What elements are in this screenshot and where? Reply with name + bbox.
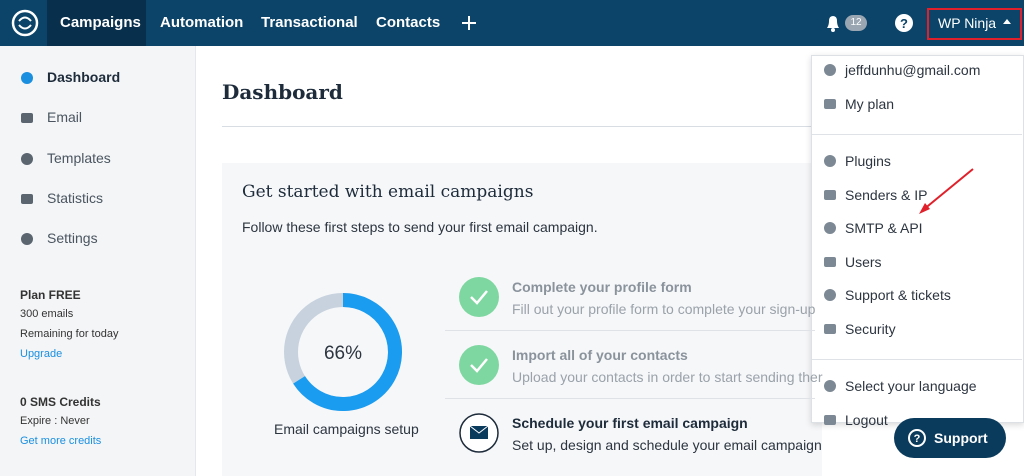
- sidebar-text: 300 emails: [20, 308, 74, 320]
- nav-tab[interactable]: Contacts: [376, 14, 441, 31]
- highlight-box: [927, 8, 1022, 40]
- check-icon: [459, 345, 499, 385]
- bell-icon[interactable]: [823, 13, 843, 33]
- progress-donut: 66%: [284, 293, 402, 411]
- step-divider: [445, 398, 815, 399]
- sidebar-border: [195, 46, 196, 476]
- red-arrow: [919, 168, 974, 214]
- sidebar-heading: 0 SMS Credits: [20, 395, 101, 409]
- top-nav: [0, 0, 1024, 46]
- dropdown-item[interactable]: Logout: [845, 411, 888, 428]
- sidebar-link[interactable]: Upgrade: [20, 348, 63, 360]
- icon: [21, 193, 33, 204]
- icon: [824, 64, 836, 76]
- dropdown-item[interactable]: Users: [845, 253, 882, 270]
- add-icon[interactable]: [460, 14, 478, 32]
- divider: [222, 126, 812, 127]
- icon: [824, 380, 836, 392]
- card-subtitle: Follow these first steps to send your fi…: [242, 219, 598, 235]
- icon: [824, 323, 836, 334]
- icon: [21, 113, 33, 124]
- sidebar-link[interactable]: Get more credits: [20, 435, 102, 447]
- dropdown-item[interactable]: Plugins: [845, 153, 891, 169]
- step-title: Import all of your contacts: [512, 347, 688, 363]
- progress-arc: [293, 293, 402, 411]
- icon: [824, 222, 836, 234]
- nav-tab[interactable]: Automation: [160, 14, 244, 31]
- sidebar-text: Expire : Never: [20, 415, 90, 427]
- page-title: Dashboard: [222, 80, 343, 104]
- active-tab-bg: [47, 0, 146, 46]
- card: [222, 163, 822, 476]
- icon: [824, 414, 836, 425]
- dropdown-item[interactable]: Security: [845, 320, 896, 337]
- icon: [21, 152, 33, 165]
- dropdown-divider: [812, 134, 1022, 135]
- dropdown-item[interactable]: Support & tickets: [845, 287, 951, 303]
- icon: [824, 256, 836, 267]
- dropdown-item[interactable]: Select your language: [845, 378, 977, 394]
- step-description: Fill out your profile form to complete y…: [512, 301, 816, 317]
- envelope-icon: [459, 413, 499, 453]
- dropdown-item[interactable]: SMTP & API: [845, 220, 923, 236]
- step-divider: [445, 330, 815, 331]
- nav-tab[interactable]: Transactional: [261, 14, 358, 31]
- sidebar-item[interactable]: Dashboard: [47, 69, 121, 85]
- progress-caption: Email campaigns setup: [274, 421, 419, 437]
- dropdown-item[interactable]: My plan: [845, 95, 895, 112]
- icon: [21, 233, 33, 246]
- icon: [824, 98, 836, 109]
- sidebar-text: Remaining for today: [20, 328, 119, 340]
- card-title: Get started with email campaigns: [242, 182, 534, 202]
- support-label: Support: [934, 430, 988, 446]
- dropdown-item[interactable]: Senders & IP: [845, 186, 928, 203]
- support-icon: ?: [908, 429, 926, 447]
- icon: [824, 155, 836, 167]
- dropdown-menu: [811, 55, 1024, 423]
- step-description: Set up, design and schedule your email c…: [512, 437, 822, 453]
- notification-badge: 12: [845, 15, 867, 31]
- logo[interactable]: [10, 8, 40, 38]
- icon: [824, 289, 836, 301]
- svg-text:?: ?: [900, 16, 908, 31]
- dropdown-divider: [812, 359, 1022, 360]
- icon: [21, 72, 33, 84]
- account-menu[interactable]: WP Ninja: [938, 15, 997, 31]
- sidebar-heading: Plan FREE: [20, 288, 81, 302]
- sidebar-item[interactable]: Statistics: [47, 189, 104, 206]
- sidebar-item[interactable]: Settings: [47, 230, 98, 247]
- help-icon[interactable]: ?: [894, 13, 914, 33]
- sidebar-item[interactable]: Email: [47, 109, 83, 126]
- sidebar-item[interactable]: Templates: [47, 149, 111, 166]
- step-description: Upload your contacts in order to start s…: [512, 369, 823, 385]
- dropdown-item[interactable]: jeffdunhu@gmail.com: [845, 62, 981, 78]
- svg-text:?: ?: [914, 433, 921, 445]
- check-icon: [459, 277, 499, 317]
- nav-tab[interactable]: Campaigns: [60, 14, 141, 31]
- step-title: Complete your profile form: [512, 279, 692, 295]
- icon: [824, 189, 836, 200]
- progress-label: 66%: [324, 343, 362, 364]
- step-title: Schedule your first email campaign: [512, 415, 748, 431]
- support-button[interactable]: [894, 418, 1006, 458]
- caret: [1003, 19, 1011, 24]
